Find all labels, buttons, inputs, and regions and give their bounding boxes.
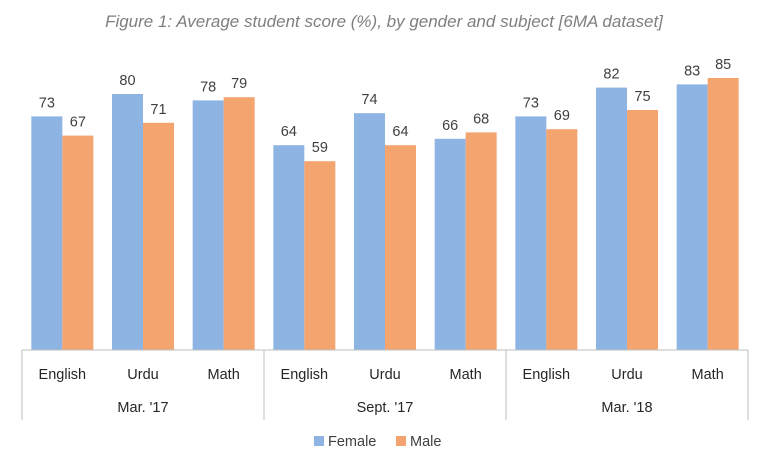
value-label-male-3: 79: [231, 76, 247, 92]
category-axis: English Urdu Math English Urdu Math English Urd…: [21, 349, 749, 420]
chart-title: Figure 1: Average student score (%), by …: [105, 12, 664, 31]
legend-swatch-male: [396, 436, 406, 446]
value-label-female-7: 73: [523, 95, 539, 111]
legend-label-female: Female: [328, 434, 376, 450]
bar-male-9: [707, 78, 739, 350]
bars: [31, 78, 739, 351]
bar-female-2: [112, 94, 143, 350]
category-label-9: Math: [692, 367, 724, 383]
bar-female-8: [596, 87, 627, 350]
value-label-male-2: 71: [150, 102, 166, 118]
value-label-female-6: 66: [442, 118, 458, 134]
category-label-5: Urdu: [369, 367, 400, 383]
bar-female-9: [676, 84, 708, 351]
bar-male-4: [304, 161, 336, 350]
bar-male-3: [223, 97, 255, 350]
value-label-male-7: 69: [554, 108, 570, 124]
legend: Female Male: [314, 434, 441, 450]
category-label-1: English: [39, 367, 87, 383]
value-label-female-4: 64: [281, 124, 297, 140]
value-label-female-9: 83: [684, 63, 700, 79]
value-label-male-1: 67: [70, 115, 86, 131]
bar-female-5: [354, 113, 385, 350]
bar-male-8: [627, 110, 658, 350]
bar-female-1: [31, 116, 63, 351]
value-label-male-4: 59: [312, 140, 328, 156]
value-labels: 73 67 80 71 78 79 64 59 74 64 66 68 73 69 82 75 83 85: [39, 57, 731, 156]
value-label-male-9: 85: [715, 57, 731, 73]
group-label-1: Mar. '17: [117, 400, 168, 416]
group-label-3: Mar. '18: [601, 400, 652, 416]
value-label-female-1: 73: [39, 95, 55, 111]
value-label-female-5: 74: [361, 92, 377, 108]
category-label-3: Math: [208, 367, 240, 383]
value-label-female-3: 78: [200, 79, 216, 95]
bar-male-2: [143, 122, 174, 350]
legend-swatch-female: [314, 436, 324, 446]
group-label-2: Sept. '17: [357, 400, 414, 416]
value-label-female-2: 80: [119, 73, 135, 89]
bar-male-5: [385, 145, 416, 350]
bar-female-4: [273, 145, 305, 350]
value-label-male-6: 68: [473, 111, 489, 127]
category-label-8: Urdu: [611, 367, 642, 383]
category-label-6: Math: [450, 367, 482, 383]
bar-male-1: [62, 135, 94, 350]
bar-male-7: [546, 129, 578, 350]
value-label-female-8: 82: [603, 67, 619, 83]
value-label-male-5: 64: [392, 124, 408, 140]
bar-female-7: [515, 116, 547, 351]
legend-label-male: Male: [410, 434, 441, 450]
bar-male-6: [465, 132, 497, 350]
category-label-4: English: [281, 367, 329, 383]
category-label-7: English: [523, 367, 571, 383]
value-label-male-8: 75: [634, 89, 650, 105]
bar-female-3: [192, 100, 224, 351]
category-label-2: Urdu: [127, 367, 158, 383]
bar-female-6: [434, 138, 466, 350]
